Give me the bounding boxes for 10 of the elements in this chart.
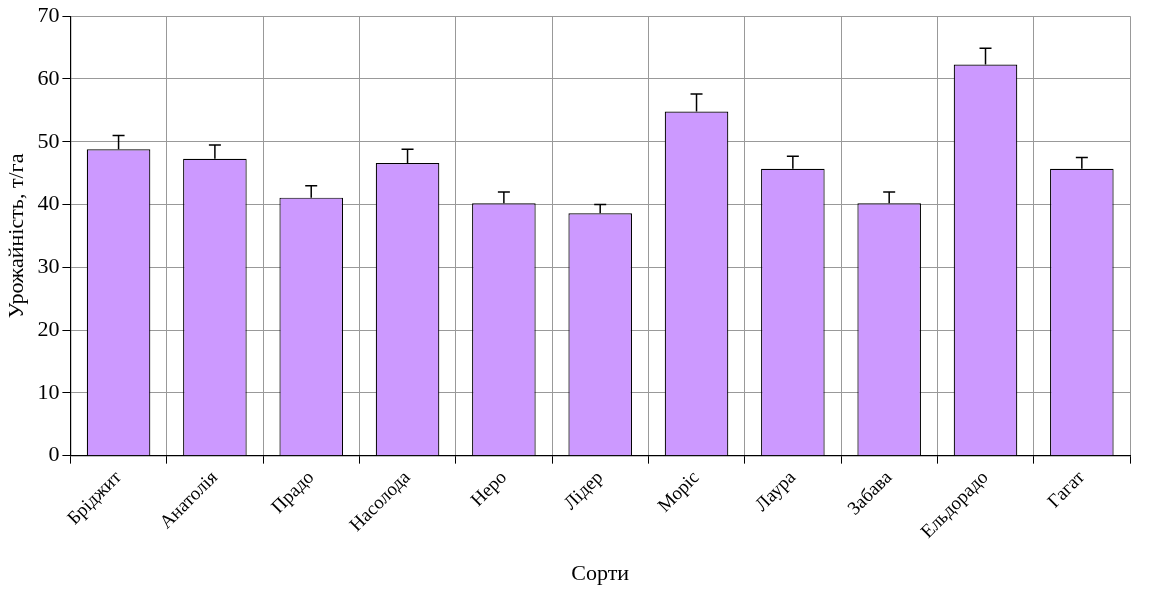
- y-tick-label: 70: [37, 1, 60, 27]
- y-tick-label: 0: [48, 441, 60, 467]
- y-tick-label: 50: [37, 127, 60, 153]
- x-axis-title: Сорти: [571, 559, 630, 585]
- y-tick-label: 10: [37, 378, 60, 404]
- y-tick-label: 30: [37, 253, 60, 279]
- y-tick-label: 60: [37, 64, 60, 90]
- y-axis-title: Урожайність, т/га: [2, 153, 28, 319]
- y-tick-label: 20: [37, 315, 60, 341]
- y-tick-label: 40: [37, 190, 60, 216]
